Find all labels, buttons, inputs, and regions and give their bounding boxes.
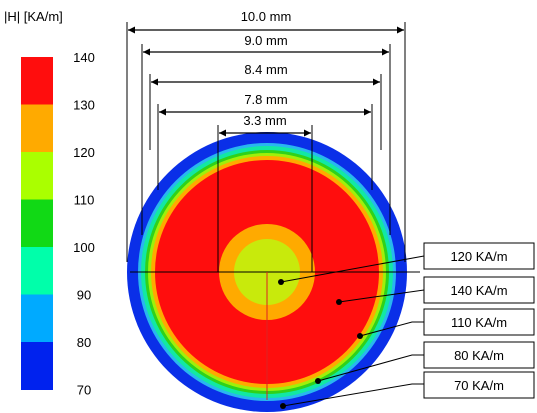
- callout-label-110: 110 KA/m: [451, 315, 507, 330]
- callout-box-120: [423, 242, 535, 270]
- callout-boxes: 120 KA/m 140 KA/m 110 KA/m 80 KA/m 70 KA…: [423, 242, 535, 399]
- legend-label-110: 110: [74, 193, 95, 208]
- dimension-labels: 10.0 mm 9.0 mm 8.4 mm 7.8 mm 3.3 mm: [241, 9, 292, 128]
- dim-label-8-4mm: 8.4 mm: [244, 62, 287, 77]
- dim-label-10mm: 10.0 mm: [241, 9, 292, 24]
- dim-label-3-3mm: 3.3 mm: [243, 113, 286, 128]
- legend-label-130: 130: [73, 98, 95, 113]
- field-disk: [127, 132, 420, 412]
- legend-swatch-120: [21, 152, 53, 200]
- dimension-extension-lines: [126, 22, 406, 272]
- legend-label-100: 100: [73, 240, 95, 255]
- legend-label-120: 120: [73, 145, 95, 160]
- legend-swatch-140: [21, 57, 53, 105]
- callout-label-120: 120 KA/m: [450, 249, 507, 264]
- legend-label-70: 70: [77, 383, 91, 398]
- callout-label-140: 140 KA/m: [450, 283, 507, 298]
- legend-title: |H| [KA/m]: [4, 9, 63, 24]
- legend-swatch-100: [21, 247, 53, 295]
- dimension-arrows: [128, 26, 404, 137]
- color-legend-bar: [21, 57, 53, 390]
- dim-label-9mm: 9.0 mm: [244, 33, 287, 48]
- legend-swatch-130: [21, 104, 53, 153]
- callout-box-80: [423, 341, 535, 369]
- callout-box-110: [423, 308, 535, 336]
- callout-box-70: [423, 371, 535, 399]
- callout-box-140: [423, 276, 535, 304]
- legend-swatch-110: [21, 199, 53, 248]
- dim-label-7-8mm: 7.8 mm: [244, 92, 287, 107]
- color-legend-labels: 140 130 120 110 100 90 80 70: [73, 50, 95, 398]
- callout-label-70: 70 KA/m: [454, 378, 504, 393]
- legend-swatch-90: [21, 294, 53, 343]
- callout-leaders: [280, 255, 425, 407]
- callout-label-80: 80 KA/m: [454, 348, 504, 363]
- legend-label-90: 90: [77, 288, 91, 303]
- legend-label-80: 80: [77, 335, 91, 350]
- legend-swatch-80: [21, 342, 53, 390]
- legend-label-140: 140: [73, 50, 95, 65]
- callout-markers: [278, 279, 363, 409]
